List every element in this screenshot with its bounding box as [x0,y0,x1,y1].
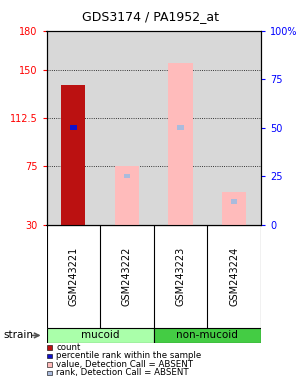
Text: strain: strain [3,330,33,341]
Text: GSM243221: GSM243221 [68,247,78,306]
Bar [154,328,261,343]
Text: GSM243222: GSM243222 [122,247,132,306]
Bar [70,126,76,130]
Text: mucoid: mucoid [81,330,119,341]
Bar [61,85,86,225]
Text: GSM243223: GSM243223 [176,247,186,306]
Bar [169,63,193,225]
Bar [231,199,237,204]
Text: non-mucoid: non-mucoid [176,330,238,341]
Text: percentile rank within the sample: percentile rank within the sample [56,351,202,361]
Bar [46,328,154,343]
Text: count: count [56,343,81,352]
Text: GDS3174 / PA1952_at: GDS3174 / PA1952_at [82,10,218,23]
Text: value, Detection Call = ABSENT: value, Detection Call = ABSENT [56,360,194,369]
Bar [222,192,246,225]
Text: GSM243224: GSM243224 [229,247,239,306]
Bar [115,167,139,225]
Bar [177,126,184,130]
Text: rank, Detection Call = ABSENT: rank, Detection Call = ABSENT [56,368,189,377]
Bar [124,174,130,179]
